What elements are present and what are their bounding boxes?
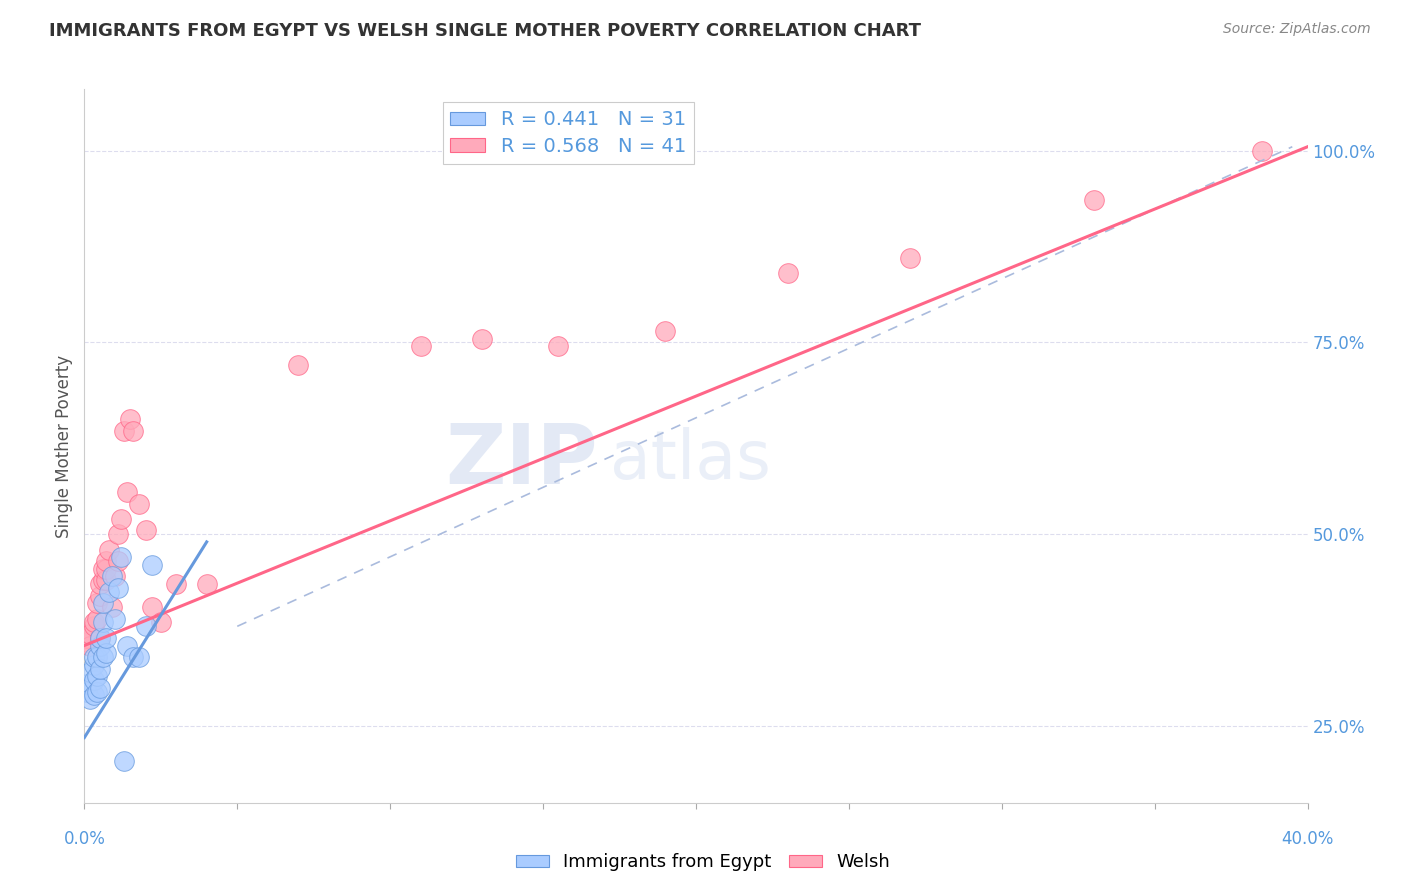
Point bbox=[287, 359, 309, 373]
Point bbox=[83, 619, 105, 633]
Point bbox=[898, 251, 921, 265]
Text: atlas: atlas bbox=[610, 427, 772, 493]
Point bbox=[94, 554, 117, 568]
Point bbox=[94, 574, 117, 588]
Point bbox=[83, 673, 105, 687]
Point bbox=[101, 600, 124, 615]
Point bbox=[107, 581, 129, 595]
Point bbox=[97, 542, 120, 557]
Point bbox=[122, 650, 145, 665]
Point bbox=[94, 562, 117, 576]
Text: IMMIGRANTS FROM EGYPT VS WELSH SINGLE MOTHER POVERTY CORRELATION CHART: IMMIGRANTS FROM EGYPT VS WELSH SINGLE MO… bbox=[49, 22, 921, 40]
Point bbox=[91, 650, 114, 665]
Point bbox=[107, 554, 129, 568]
Point bbox=[141, 558, 163, 572]
Point bbox=[86, 612, 108, 626]
Point bbox=[1083, 194, 1105, 208]
Legend: Immigrants from Egypt, Welsh: Immigrants from Egypt, Welsh bbox=[509, 847, 897, 879]
Text: Source: ZipAtlas.com: Source: ZipAtlas.com bbox=[1223, 22, 1371, 37]
Point bbox=[141, 600, 163, 615]
Legend: R = 0.441   N = 31, R = 0.568   N = 41: R = 0.441 N = 31, R = 0.568 N = 41 bbox=[443, 103, 695, 164]
Point bbox=[83, 650, 105, 665]
Point bbox=[89, 681, 111, 695]
Point bbox=[79, 627, 101, 641]
Point bbox=[135, 524, 157, 538]
Point bbox=[128, 497, 150, 511]
Point bbox=[409, 339, 432, 353]
Point bbox=[120, 412, 142, 426]
Point bbox=[86, 669, 108, 683]
Point bbox=[110, 512, 132, 526]
Point bbox=[654, 324, 676, 338]
Point bbox=[107, 527, 129, 541]
Point bbox=[101, 569, 124, 583]
Point bbox=[91, 596, 114, 610]
Text: 0.0%: 0.0% bbox=[63, 830, 105, 847]
Text: 40.0%: 40.0% bbox=[1281, 830, 1334, 847]
Point bbox=[149, 615, 172, 630]
Point bbox=[89, 577, 111, 591]
Point bbox=[89, 661, 111, 675]
Point bbox=[86, 596, 108, 610]
Point bbox=[112, 754, 135, 768]
Point bbox=[128, 650, 150, 665]
Point bbox=[195, 577, 218, 591]
Point bbox=[86, 684, 108, 698]
Point bbox=[76, 684, 98, 698]
Point bbox=[115, 639, 138, 653]
Point bbox=[776, 266, 799, 280]
Point bbox=[76, 634, 98, 648]
Point bbox=[76, 631, 98, 645]
Y-axis label: Single Mother Poverty: Single Mother Poverty bbox=[55, 354, 73, 538]
Point bbox=[94, 631, 117, 645]
Point bbox=[97, 584, 120, 599]
Point bbox=[135, 619, 157, 633]
Text: ZIP: ZIP bbox=[446, 420, 598, 500]
Point bbox=[79, 665, 101, 680]
Point bbox=[91, 615, 114, 630]
Point bbox=[83, 689, 105, 703]
Point bbox=[79, 639, 101, 653]
Point bbox=[83, 657, 105, 672]
Point bbox=[83, 615, 105, 630]
Point bbox=[122, 424, 145, 438]
Point bbox=[110, 550, 132, 565]
Point bbox=[104, 569, 127, 583]
Point bbox=[76, 677, 98, 691]
Point bbox=[91, 562, 114, 576]
Point bbox=[471, 332, 494, 346]
Point bbox=[115, 485, 138, 500]
Point bbox=[547, 339, 569, 353]
Point bbox=[89, 631, 111, 645]
Point bbox=[165, 577, 187, 591]
Point bbox=[86, 650, 108, 665]
Point bbox=[112, 424, 135, 438]
Point bbox=[79, 692, 101, 706]
Point bbox=[91, 574, 114, 588]
Point bbox=[89, 631, 111, 645]
Point bbox=[1250, 144, 1272, 158]
Point bbox=[94, 646, 117, 660]
Point bbox=[89, 589, 111, 603]
Point bbox=[89, 639, 111, 653]
Point bbox=[104, 612, 127, 626]
